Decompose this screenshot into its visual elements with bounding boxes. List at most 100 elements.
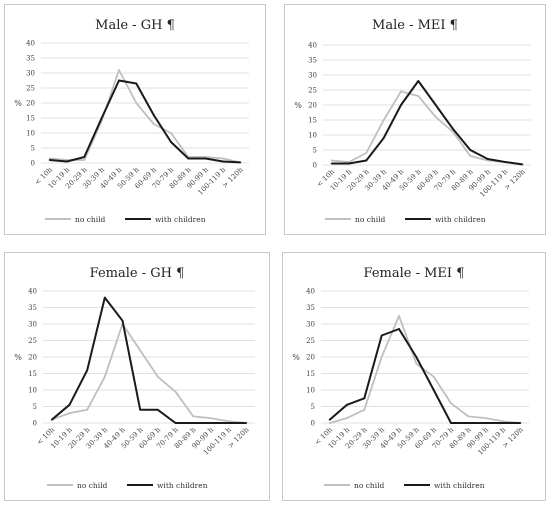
y-tick-label: 25 (306, 337, 315, 345)
data-point (434, 104, 437, 106)
legend-label: no child (354, 481, 385, 490)
legend-label: no child (75, 215, 106, 224)
data-point (227, 422, 230, 424)
chart-panel-male-mei: Male - MEI ¶ 0 5 10 15 20 25 30 35 40% < 10h 10-19 … (284, 4, 546, 235)
data-point (504, 161, 506, 163)
y-tick-label: 25 (308, 87, 317, 95)
data-point (328, 418, 331, 421)
data-point (86, 369, 89, 372)
y-axis-label: % (14, 99, 22, 108)
data-point (139, 349, 142, 352)
data-point (330, 159, 333, 162)
legend-label: with children (435, 215, 486, 224)
y-tick-label: 0 (31, 160, 35, 168)
data-point (521, 163, 524, 166)
y-tick-label: 10 (26, 130, 35, 138)
data-point (486, 158, 489, 160)
series-line-no-child (49, 69, 241, 164)
data-point (348, 162, 350, 165)
data-point (66, 160, 68, 163)
data-point (118, 69, 120, 71)
data-point (346, 403, 348, 406)
data-point (417, 80, 420, 82)
data-point (452, 131, 454, 133)
data-point (382, 119, 385, 121)
data-point (156, 375, 159, 378)
y-tick-label: 5 (311, 403, 315, 411)
data-point (83, 156, 86, 158)
y-tick-label: 20 (306, 354, 315, 362)
y-tick-label: 30 (308, 72, 317, 80)
data-point (330, 162, 333, 165)
y-tick-label: 40 (306, 288, 315, 296)
data-point (103, 375, 106, 378)
data-point (139, 408, 142, 411)
data-point (380, 356, 383, 358)
y-tick-label: 10 (308, 132, 317, 140)
chart-panel-female-mei: Female - MEI ¶ 0 5 10 15 20 25 30 35 40% < 10h 10-1… (282, 252, 546, 501)
legend-label: no child (355, 215, 386, 224)
data-point (415, 356, 418, 358)
y-tick-label: 30 (306, 321, 315, 329)
data-point (192, 422, 195, 424)
data-point (469, 155, 472, 157)
data-point (100, 117, 103, 119)
y-tick-label: 40 (308, 42, 317, 50)
data-point (467, 415, 470, 418)
y-tick-label: 40 (26, 40, 35, 48)
series-line-no-child (329, 314, 521, 424)
data-point (450, 422, 452, 424)
data-point (450, 402, 452, 405)
y-tick-label: 15 (26, 115, 35, 123)
data-point (415, 362, 418, 365)
data-point (467, 422, 470, 424)
chart-panel-female-gh: Female - GH ¶ 0 5 10 15 20 25 30 35 40% < 10h 10-19… (4, 252, 270, 501)
y-tick-label: 20 (26, 100, 35, 108)
chart-title: Male - MEI ¶ (372, 18, 458, 33)
data-point (121, 319, 124, 322)
data-point (152, 123, 155, 125)
y-tick-label: 10 (306, 387, 315, 395)
data-point (502, 422, 504, 424)
data-point (86, 408, 89, 411)
data-point (48, 159, 51, 161)
data-point (434, 116, 437, 118)
y-tick-label: 35 (306, 304, 315, 312)
series-line-with-children (49, 79, 241, 164)
data-point (48, 157, 51, 160)
y-tick-label: 30 (28, 321, 37, 329)
y-tick-label: 25 (26, 85, 35, 93)
data-point (502, 420, 504, 423)
data-point (400, 104, 402, 106)
y-tick-label: 5 (313, 147, 317, 155)
series-line-with-children (51, 296, 247, 424)
y-tick-label: 10 (28, 387, 37, 395)
data-point (365, 152, 368, 154)
series-line-with-children (331, 80, 523, 166)
data-point (484, 422, 487, 424)
y-tick-label: 35 (28, 304, 37, 312)
data-point (103, 296, 106, 299)
y-axis-label: % (294, 101, 302, 110)
y-tick-label: 40 (28, 288, 37, 296)
y-tick-label: 30 (26, 70, 35, 78)
data-point (398, 314, 400, 317)
data-point (68, 412, 71, 414)
data-point (204, 156, 207, 158)
legend-label: no child (77, 481, 108, 490)
chart-title: Male - GH ¶ (95, 18, 175, 33)
data-point (328, 422, 331, 424)
data-point (83, 159, 86, 161)
data-point (135, 102, 138, 104)
series-line-with-children (329, 328, 521, 424)
data-point (192, 415, 195, 418)
data-point (170, 141, 172, 143)
data-point (118, 79, 120, 82)
data-point (174, 390, 177, 393)
y-tick-label: 20 (28, 354, 37, 362)
y-tick-label: 15 (28, 370, 37, 378)
data-point (346, 417, 348, 419)
